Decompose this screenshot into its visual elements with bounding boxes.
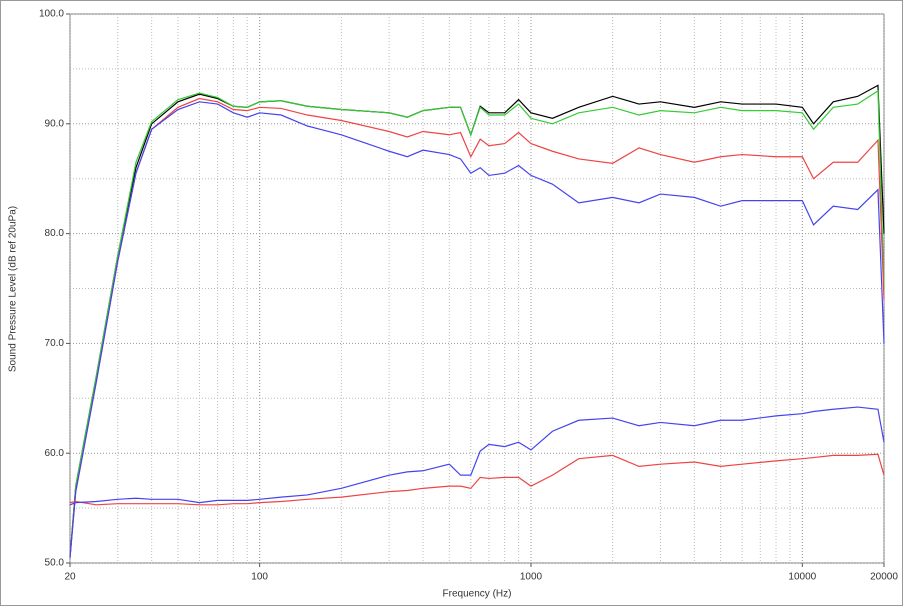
x-tick-label: 1000 [520,572,543,583]
line-series [69,101,885,558]
y-tick-label: 50.0 [45,558,65,569]
x-axis-title: Frequency (Hz) [443,589,512,600]
y-axis-title: Sound Pressure Level (dB ref 20uPa) [8,206,19,372]
y-tick-label: 70.0 [45,338,65,349]
x-tick-label: 100 [251,572,268,583]
line-series [69,453,885,506]
x-tick-label: 10000 [788,572,816,583]
line-series [69,97,885,558]
y-tick-label: 100.0 [39,9,64,20]
line-series [69,89,885,558]
x-tick-label: 20000 [870,572,898,583]
y-tick-label: 60.0 [45,448,65,459]
x-tick-label: 20 [64,572,76,583]
line-series [69,406,885,506]
y-tick-label: 80.0 [45,228,65,239]
y-tick-label: 90.0 [45,118,65,129]
